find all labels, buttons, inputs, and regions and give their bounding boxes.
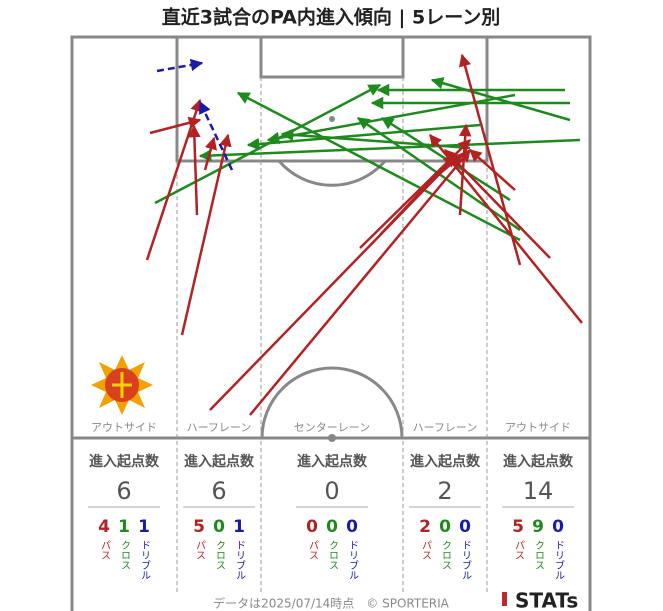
count-header: 進入起点数 — [184, 453, 255, 470]
breakdown-value: 0 — [552, 517, 564, 537]
breakdown-label: パス — [513, 540, 525, 560]
breakdown-label: クロス — [533, 540, 544, 570]
lane-label: ハーフレーン — [413, 421, 478, 434]
breakdown-value: 5 — [512, 517, 524, 537]
field — [70, 35, 592, 611]
count-header: 進入起点数 — [410, 453, 481, 470]
footer: データは2025/07/14時点 © SPORTERIA — [213, 596, 450, 611]
breakdown-label: クロス — [214, 540, 225, 570]
lane-label: アウトサイド — [91, 421, 157, 434]
breakdown-value: 0 — [213, 517, 225, 537]
breakdown-label: ドリブル — [234, 540, 246, 580]
breakdown-label: クロス — [327, 540, 338, 570]
breakdown-value: 2 — [419, 517, 431, 537]
breakdown-label: ドリブル — [139, 540, 151, 580]
lane-label: アウトサイド — [505, 421, 571, 434]
breakdown-value: 4 — [98, 517, 110, 537]
breakdown-label: パス — [99, 540, 111, 560]
breakdown-value: 1 — [233, 517, 245, 537]
count-header: 進入起点数 — [503, 453, 574, 470]
breakdown-label: パス — [194, 540, 206, 560]
breakdown-value: 0 — [459, 517, 471, 537]
breakdown-label: ドリブル — [347, 540, 359, 580]
count-header: 進入起点数 — [297, 453, 368, 470]
logo-mark — [502, 592, 507, 606]
logo: STATs — [515, 589, 578, 611]
lane-label: ハーフレーン — [187, 421, 252, 434]
breakdown-label: ドリブル — [553, 540, 565, 580]
total: 6 — [116, 477, 131, 505]
breakdown-value: 1 — [138, 517, 150, 537]
breakdown-label: クロス — [119, 540, 130, 570]
breakdown-value: 0 — [306, 517, 318, 537]
total: 6 — [211, 477, 226, 505]
breakdown-label: パス — [420, 540, 432, 560]
total: 14 — [523, 477, 554, 505]
breakdown-label: クロス — [440, 540, 451, 570]
total: 0 — [324, 477, 339, 505]
breakdown-value: 0 — [439, 517, 451, 537]
breakdown-value: 0 — [326, 517, 338, 537]
total: 2 — [437, 477, 452, 505]
breakdown-value: 1 — [118, 517, 130, 537]
arrows — [145, 53, 583, 416]
emblem — [91, 355, 153, 415]
breakdown-label: パス — [307, 540, 319, 560]
breakdown-label: ドリブル — [460, 540, 472, 580]
lane-label: センターレーン — [294, 421, 370, 434]
title: 直近3試合のPA内進入傾向 | 5レーン別 — [162, 6, 501, 29]
count-header: 進入起点数 — [89, 453, 160, 470]
breakdown-value: 5 — [193, 517, 205, 537]
breakdown-value: 0 — [346, 517, 358, 537]
breakdown-value: 9 — [532, 517, 544, 537]
